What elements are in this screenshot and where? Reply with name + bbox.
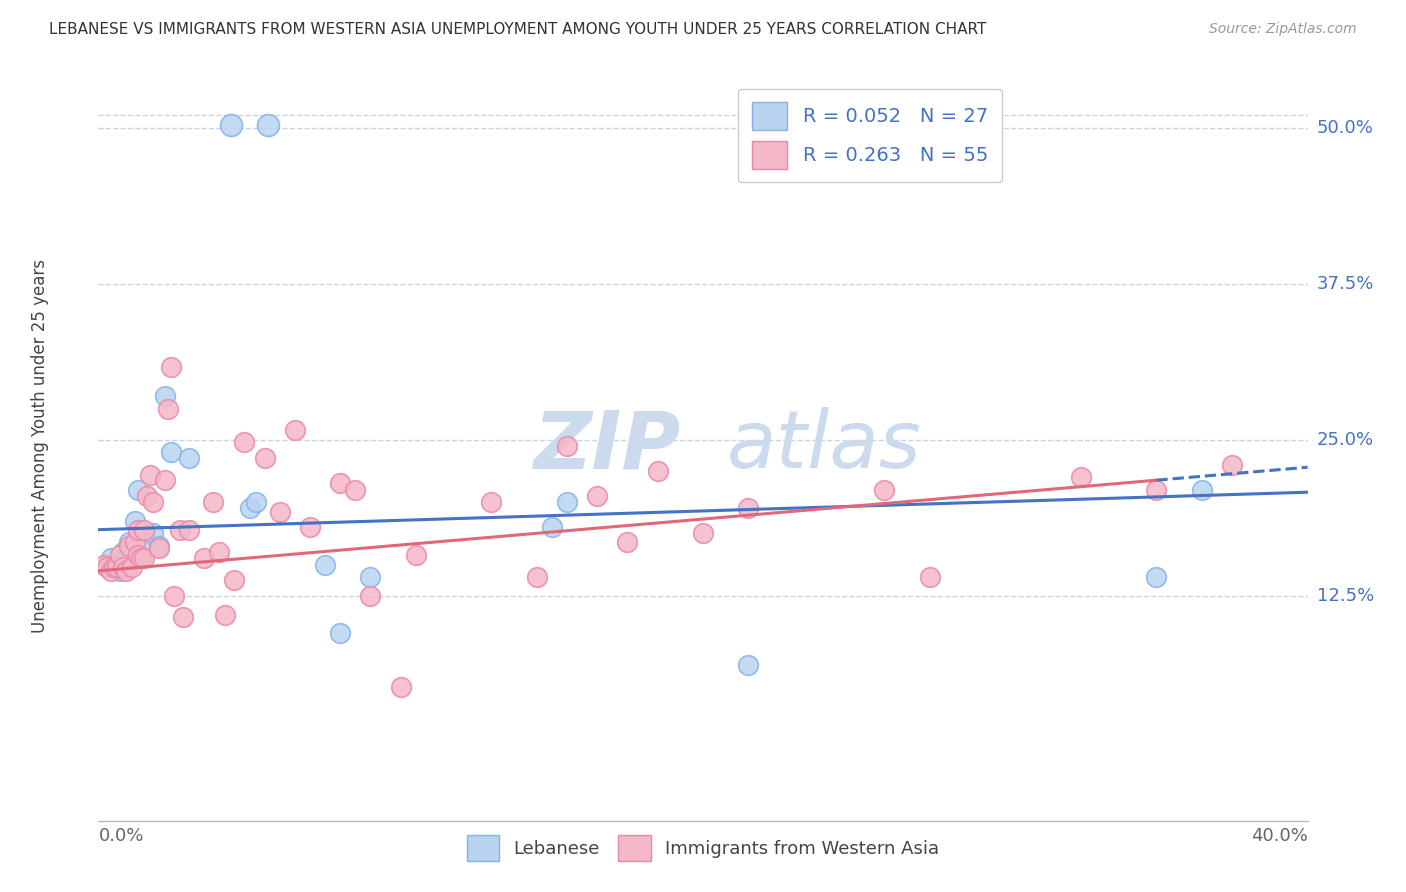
Point <box>737 657 759 672</box>
Point <box>142 495 165 509</box>
Point <box>284 423 307 437</box>
Point <box>142 526 165 541</box>
Point <box>193 551 215 566</box>
Point <box>148 541 170 556</box>
Point <box>153 473 176 487</box>
Point <box>127 483 149 497</box>
Point <box>329 476 352 491</box>
Point <box>1070 470 1092 484</box>
Legend: Lebanese, Immigrants from Western Asia: Lebanese, Immigrants from Western Asia <box>458 826 948 870</box>
Point <box>344 483 367 497</box>
Point <box>360 589 382 603</box>
Point <box>156 401 179 416</box>
Point <box>103 560 125 574</box>
Point <box>555 495 578 509</box>
Text: 37.5%: 37.5% <box>1316 275 1374 293</box>
Point <box>127 548 149 562</box>
Point <box>108 564 131 578</box>
Point <box>118 539 141 553</box>
Point <box>224 573 246 587</box>
Point <box>111 560 134 574</box>
Point <box>232 435 254 450</box>
Point <box>121 560 143 574</box>
Point <box>555 439 578 453</box>
Point <box>132 526 155 541</box>
Text: 25.0%: 25.0% <box>1316 431 1374 449</box>
Point <box>1144 570 1167 584</box>
Point <box>172 610 194 624</box>
Point <box>1220 458 1243 472</box>
Point <box>111 545 134 559</box>
Point <box>127 523 149 537</box>
Point <box>481 495 503 509</box>
Text: atlas: atlas <box>727 407 921 485</box>
Point <box>256 118 278 132</box>
Point <box>179 451 201 466</box>
Point <box>160 360 183 375</box>
Text: 12.5%: 12.5% <box>1316 587 1374 605</box>
Point <box>163 589 186 603</box>
Point <box>221 118 243 132</box>
Point <box>114 551 136 566</box>
Point <box>239 501 262 516</box>
Point <box>103 560 125 574</box>
Point <box>96 560 118 574</box>
Point <box>389 680 412 694</box>
Point <box>132 523 155 537</box>
Point <box>124 535 146 549</box>
Point <box>245 495 267 509</box>
Point <box>405 548 427 562</box>
Point <box>873 483 896 497</box>
Text: 40.0%: 40.0% <box>1251 827 1308 845</box>
Point <box>737 501 759 516</box>
Point <box>179 523 201 537</box>
Point <box>299 520 322 534</box>
Point <box>108 548 131 562</box>
Text: 0.0%: 0.0% <box>98 827 143 845</box>
Point <box>121 551 143 566</box>
Point <box>202 495 225 509</box>
Point <box>139 467 162 482</box>
Text: Source: ZipAtlas.com: Source: ZipAtlas.com <box>1209 22 1357 37</box>
Point <box>169 523 191 537</box>
Point <box>135 489 157 503</box>
Point <box>153 389 176 403</box>
Point <box>208 545 231 559</box>
Point <box>100 564 122 578</box>
Text: 50.0%: 50.0% <box>1316 119 1374 136</box>
Point <box>129 551 152 566</box>
Point <box>586 489 609 503</box>
Point <box>269 505 291 519</box>
Point <box>329 626 352 640</box>
Point <box>616 535 638 549</box>
Point <box>360 570 382 584</box>
Point <box>314 558 336 572</box>
Text: Unemployment Among Youth under 25 years: Unemployment Among Youth under 25 years <box>31 259 49 633</box>
Point <box>540 520 562 534</box>
Point <box>132 551 155 566</box>
Point <box>124 514 146 528</box>
Point <box>93 558 115 572</box>
Point <box>692 526 714 541</box>
Point <box>148 539 170 553</box>
Point <box>918 570 941 584</box>
Point <box>118 535 141 549</box>
Point <box>526 570 548 584</box>
Point <box>647 464 669 478</box>
Point <box>253 451 276 466</box>
Text: LEBANESE VS IMMIGRANTS FROM WESTERN ASIA UNEMPLOYMENT AMONG YOUTH UNDER 25 YEARS: LEBANESE VS IMMIGRANTS FROM WESTERN ASIA… <box>49 22 987 37</box>
Point <box>214 607 236 622</box>
Text: ZIP: ZIP <box>533 407 681 485</box>
Point <box>1191 483 1213 497</box>
Point <box>100 551 122 566</box>
Legend: R = 0.052   N = 27, R = 0.263   N = 55: R = 0.052 N = 27, R = 0.263 N = 55 <box>738 88 1001 183</box>
Point <box>1144 483 1167 497</box>
Point <box>105 560 128 574</box>
Point <box>114 564 136 578</box>
Point <box>114 560 136 574</box>
Point <box>160 445 183 459</box>
Point <box>135 539 157 553</box>
